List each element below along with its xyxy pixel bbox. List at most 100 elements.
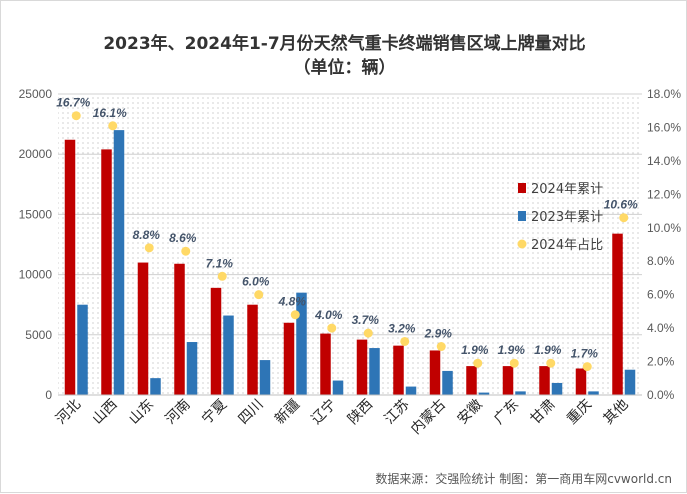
legend-marker-share [517,239,527,249]
bar-2023-9 [369,348,380,395]
share-data-label: 4.8% [278,295,307,309]
bar-2023-16 [624,369,636,395]
x-category-label: 河南 [162,397,193,428]
y-right-tick-label: 10.0% [647,221,681,235]
bar-2023-7 [296,292,307,395]
bar-2024-16 [612,233,623,395]
share-data-label: 1.9% [461,343,489,357]
bar-2023-5 [223,315,234,395]
y-right-tick-label: 14.0% [647,154,681,168]
y-right-tick-label: 6.0% [647,288,675,302]
bar-2024-3 [137,262,149,395]
y-left-tick-label: 20000 [19,147,53,161]
x-category-label: 山西 [89,397,120,428]
x-category-label: 河北 [53,397,84,428]
bar-2024-7 [283,322,295,395]
bar-2023-10 [405,386,417,395]
share-data-label: 3.7% [352,313,380,327]
y-left-tick-label: 10000 [19,268,53,282]
bar-2024-6 [247,304,258,395]
share-point-10 [400,336,410,346]
share-data-label: 16.7% [56,96,90,110]
bar-2023-2 [113,130,125,395]
share-data-label: 8.8% [133,228,161,242]
x-category-label: 其他 [600,397,631,428]
bar-2023-3 [150,378,161,395]
bar-2024-13 [502,366,514,395]
y-left-tick-label: 25000 [19,87,53,101]
bar-2023-8 [332,380,344,395]
share-data-label: 4.0% [314,308,343,322]
bar-2024-10 [393,345,404,395]
share-point-2 [108,121,118,131]
y-right-tick-label: 2.0% [647,355,675,369]
share-point-11 [436,342,446,352]
share-point-8 [327,323,337,333]
share-data-label: 1.7% [571,347,599,361]
x-category-label: 山东 [126,397,157,428]
legend-label: 2023年累计 [531,210,603,225]
share-data-label: 1.9% [498,343,526,357]
share-point-13 [509,358,519,368]
share-point-16 [619,213,629,223]
share-data-label: 7.1% [206,256,234,270]
bar-2023-14 [551,382,563,395]
bar-2023-11 [442,370,453,395]
legend-label: 2024年累计 [531,182,603,197]
y-left-tick-label: 5000 [25,328,52,342]
y-left-tick-label: 15000 [19,207,53,221]
share-data-label: 10.6% [604,198,638,212]
bar-2023-6 [259,360,271,395]
bar-2024-2 [101,149,112,395]
x-category-label: 宁夏 [198,396,230,428]
x-category-label: 新疆 [272,397,303,428]
share-point-6 [254,290,264,300]
share-point-1 [71,111,81,121]
bar-2024-9 [356,339,368,395]
share-point-3 [144,243,154,253]
share-point-9 [363,328,373,338]
x-category-label: 内蒙古 [408,397,449,438]
chart-subtitle: （单位：辆） [293,58,396,78]
source-note: 数据来源：交强险统计 制图：第一商用车网cvworld.cn [375,472,672,486]
x-category-label: 辽宁 [308,396,340,428]
y-right-tick-label: 8.0% [647,254,675,268]
y-right-tick-label: 0.0% [647,388,675,402]
bar-2024-4 [174,263,185,395]
bar-2024-5 [210,287,222,395]
y-right-tick-label: 18.0% [647,87,681,101]
bar-2023-13 [515,391,526,395]
legend-marker-2023 [518,211,526,221]
share-point-15 [582,362,592,372]
bar-2024-15 [575,368,587,395]
bar-2023-15 [588,391,599,395]
y-left-tick-label: 0 [45,388,52,402]
share-data-label: 1.9% [534,343,562,357]
share-data-label: 8.6% [169,231,197,245]
bar-2024-8 [320,333,331,395]
bar-2023-4 [186,342,198,395]
bar-2023-12 [478,392,490,395]
share-point-5 [217,271,227,281]
bar-2023-1 [77,304,88,395]
share-point-12 [473,358,483,368]
chart-title: 2023年、2024年1-7月份天然气重卡终端销售区域上牌量对比 [103,34,586,54]
y-right-tick-label: 16.0% [647,120,681,134]
share-point-7 [290,310,300,320]
share-data-label: 16.1% [93,106,127,120]
share-point-14 [546,358,556,368]
plot-area [58,94,642,395]
bar-2024-11 [429,350,441,395]
x-category-label: 重庆 [564,397,595,428]
share-point-4 [181,246,191,256]
legend-marker-2024 [518,183,526,193]
bar-2024-1 [64,139,76,395]
x-category-label: 四川 [235,397,266,428]
x-category-label: 江苏 [381,397,412,428]
x-category-label: 广东 [491,397,522,428]
bar-2024-14 [539,366,550,395]
y-right-tick-label: 12.0% [647,187,681,201]
share-data-label: 6.0% [242,275,270,289]
